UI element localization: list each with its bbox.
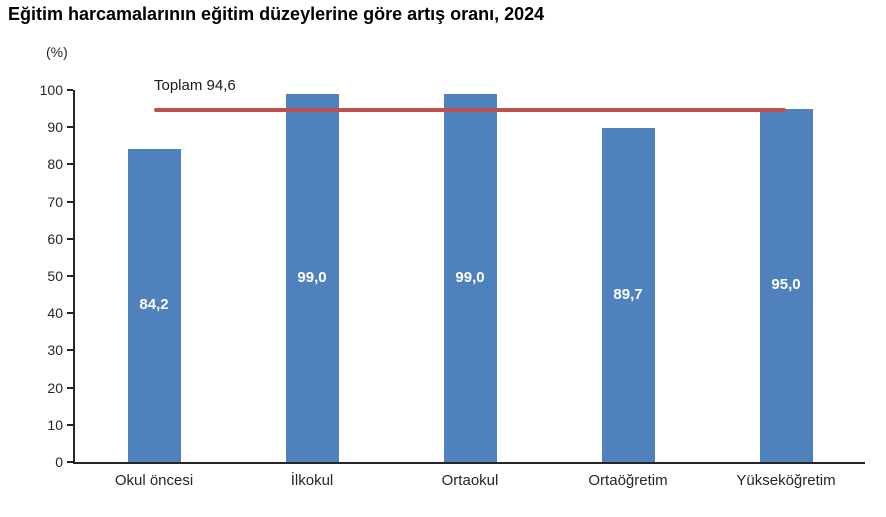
y-tick-label: 100 xyxy=(39,82,63,98)
y-tick-label: 70 xyxy=(47,193,63,210)
y-axis-tick xyxy=(67,126,73,129)
y-axis-tick xyxy=(67,163,73,166)
y-axis-tick xyxy=(67,349,73,352)
y-tick-label: 50 xyxy=(47,268,63,284)
y-tick-label: 60 xyxy=(47,230,63,247)
x-category-label: Okul öncesi xyxy=(114,472,194,489)
y-axis-tick xyxy=(67,200,73,203)
bar-value-label: 99,0 xyxy=(455,268,485,286)
y-tick-label: 20 xyxy=(47,379,63,396)
y-axis-tick xyxy=(67,386,73,389)
y-axis-unit-label: (%) xyxy=(46,44,68,60)
bar xyxy=(443,93,497,462)
plot-area: 0 10 20 30 40 50 60 70 80 90 100 84,2 Okul öncesi 99,… xyxy=(40,77,865,489)
bar-value-label: 84,2 xyxy=(139,296,169,314)
y-tick-label: 10 xyxy=(47,416,63,433)
bar xyxy=(759,108,813,462)
bar-value-label: 99,0 xyxy=(297,268,327,286)
bar xyxy=(601,128,655,462)
chart-title: Eğitim harcamalarının eğitim düzeylerine… xyxy=(8,4,545,24)
bar-value-label: 95,0 xyxy=(771,276,801,294)
x-category-label: Yükseköğretim xyxy=(736,472,836,489)
y-axis-tick xyxy=(67,461,73,463)
total-reference-line xyxy=(154,108,786,113)
x-category-label: Ortaöğretim xyxy=(588,472,668,489)
y-tick-label: 90 xyxy=(47,119,63,136)
y-tick-label: 0 xyxy=(55,454,63,470)
y-tick-label: 30 xyxy=(47,342,63,359)
y-axis-tick xyxy=(67,312,73,315)
bar-value-label: 89,7 xyxy=(613,286,643,304)
bar xyxy=(127,148,181,462)
y-axis-tick xyxy=(67,237,73,240)
y-axis-tick xyxy=(67,423,73,426)
y-axis-tick xyxy=(67,275,73,277)
y-axis-tick xyxy=(67,89,73,91)
x-category-label: İlkokul xyxy=(290,472,334,489)
y-tick-label: 40 xyxy=(47,305,63,322)
total-line-label: Toplam 94,6 xyxy=(154,77,236,95)
y-tick-label: 80 xyxy=(47,156,63,173)
bar xyxy=(285,93,339,462)
x-category-label: Ortaokul xyxy=(441,472,499,489)
